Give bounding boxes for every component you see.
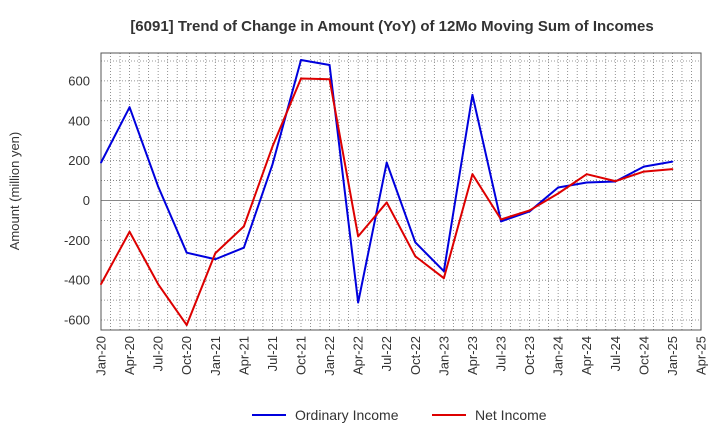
x-tick-label: Jul-21 [265, 336, 280, 371]
data-point [471, 93, 474, 96]
data-point [557, 186, 560, 189]
y-tick-label: 0 [83, 193, 90, 208]
y-tick-label: 200 [68, 153, 90, 168]
data-point [157, 283, 160, 286]
plot-area: -600 -400 -200 0 200 400 600 Jan-20 Apr-20 Jul-20… [64, 52, 709, 376]
y-tick-label: -600 [64, 313, 90, 328]
x-tick-label: Apr-25 [694, 336, 709, 375]
data-point [385, 161, 388, 164]
y-tick-label: 400 [68, 113, 90, 128]
y-tick-label: -200 [64, 233, 90, 248]
x-tick-label: Jan-24 [551, 336, 566, 376]
data-point [500, 218, 502, 221]
data-point [242, 246, 245, 249]
data-point [614, 180, 617, 183]
data-point [185, 251, 188, 254]
data-point [557, 192, 560, 195]
x-tick-label: Jan-21 [208, 336, 223, 376]
x-tick-label: Jan-20 [94, 336, 109, 376]
data-point [357, 301, 360, 304]
data-point [214, 252, 217, 255]
data-point [328, 78, 331, 81]
data-point [328, 64, 331, 66]
data-point [442, 277, 445, 280]
x-tick-label: Apr-22 [351, 336, 366, 375]
data-point [242, 225, 245, 228]
data-point [214, 258, 217, 261]
plot-frame [100, 52, 702, 331]
x-tick-label: Jul-20 [151, 336, 166, 371]
x-tick-label: Apr-24 [579, 336, 594, 375]
data-point [100, 161, 102, 164]
data-point [128, 230, 131, 233]
x-tick-label: Jan-25 [665, 336, 680, 376]
data-point [100, 283, 102, 286]
data-point [585, 181, 588, 184]
x-tick-label: Oct-23 [522, 336, 537, 375]
data-point [528, 209, 531, 212]
data-point [671, 168, 674, 171]
plot-background [101, 53, 701, 330]
x-tick-label: Apr-21 [236, 336, 251, 375]
data-point [128, 106, 131, 109]
legend: Ordinary Income Net Income [252, 407, 547, 423]
x-tick-label: Oct-21 [294, 336, 309, 375]
x-tick-label: Oct-22 [408, 336, 423, 375]
data-point [271, 163, 274, 166]
data-point [642, 165, 645, 168]
data-point [357, 235, 360, 238]
y-axis-label: Amount (million yen) [7, 132, 22, 251]
x-tick-label: Jul-22 [379, 336, 394, 371]
x-tick-label: Jan-23 [436, 336, 451, 376]
x-tick-label: Apr-23 [465, 336, 480, 375]
data-point [442, 270, 445, 273]
data-point [271, 145, 274, 148]
data-point [585, 173, 588, 176]
data-point [471, 173, 474, 176]
data-point [414, 255, 417, 258]
legend-label-1: Net Income [475, 407, 547, 423]
data-point [300, 59, 302, 61]
chart-title: [6091] Trend of Change in Amount (YoY) o… [130, 18, 653, 35]
x-tick-label: Apr-20 [122, 336, 137, 375]
x-tick-label: Jul-24 [608, 336, 623, 371]
data-point [157, 185, 160, 188]
data-point [414, 241, 417, 244]
y-tick-label: 600 [68, 73, 90, 88]
x-tick-label: Oct-24 [636, 336, 651, 375]
x-tick-label: Jan-22 [322, 336, 337, 376]
x-tick-label: Oct-20 [179, 336, 194, 375]
y-tick-label: -400 [64, 273, 90, 288]
data-point [300, 77, 302, 80]
data-point [671, 160, 674, 163]
data-point [385, 201, 388, 204]
x-tick-label: Jul-23 [494, 336, 509, 371]
data-point [642, 170, 645, 173]
data-point [500, 220, 502, 223]
data-point [185, 324, 188, 326]
legend-label-0: Ordinary Income [295, 407, 399, 423]
